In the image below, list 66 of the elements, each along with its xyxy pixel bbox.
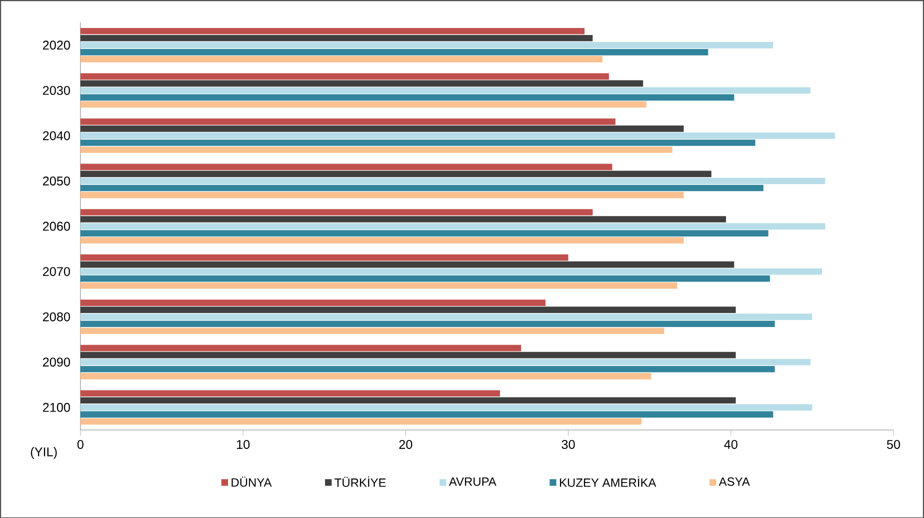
y-axis-title: (YIL): [30, 446, 57, 459]
legend-label: ASYA: [718, 477, 750, 486]
y-tick-label: 2040: [42, 131, 70, 140]
bar: [80, 192, 684, 198]
bar: [80, 80, 644, 86]
y-tick-label: 2070: [42, 266, 70, 276]
x-tick-label: 0: [77, 440, 84, 449]
x-tick-label: 20: [399, 440, 412, 449]
legend-label: KUZEY AMERİKA: [560, 476, 656, 487]
y-tick-label: 2100: [42, 402, 70, 412]
bar: [80, 299, 546, 306]
bar: [80, 139, 756, 146]
bar: [80, 372, 652, 380]
bar: [80, 34, 593, 42]
y-tick-label: 2050: [42, 176, 70, 186]
bar: [80, 72, 609, 80]
bar: [80, 275, 770, 282]
bar: [80, 404, 812, 410]
bar: [80, 396, 736, 404]
bar: [80, 56, 602, 62]
bar: [80, 306, 736, 313]
legend-label: TÜRKİYE: [334, 476, 386, 487]
bar: [80, 208, 593, 216]
bar: [80, 184, 764, 191]
y-tick-label: 2090: [42, 357, 70, 366]
legend-label: DÜNYA: [232, 476, 272, 486]
y-tick-label: 2030: [42, 86, 70, 95]
x-tick-label: 50: [886, 440, 900, 449]
bar: [80, 390, 500, 396]
bar: [80, 48, 708, 56]
bar: [80, 320, 775, 327]
y-tick-label: 2080: [42, 312, 70, 322]
bar: [80, 87, 811, 94]
bar: [80, 230, 768, 236]
x-tick-label: 40: [724, 440, 738, 449]
bar: [80, 164, 612, 170]
bar: [80, 222, 826, 230]
bar: [80, 125, 684, 132]
bar: [80, 28, 585, 34]
bar: [80, 146, 672, 153]
bar: [80, 170, 712, 177]
bar: [80, 178, 826, 184]
bar: [80, 411, 774, 418]
bar: [80, 313, 812, 320]
bar: [80, 42, 774, 48]
bar: [80, 366, 775, 372]
bar: [80, 254, 568, 260]
bar: [80, 358, 811, 366]
bar: [80, 101, 646, 108]
bar: [80, 327, 664, 334]
bar: [80, 236, 684, 244]
bar: [80, 344, 522, 352]
bar: [80, 282, 678, 289]
bar: [80, 216, 726, 222]
y-tick-label: 2020: [42, 40, 70, 50]
bar: [80, 132, 835, 139]
bar: [80, 268, 822, 274]
y-tick-label: 2060: [42, 222, 70, 231]
legend-label: AVRUPA: [448, 477, 496, 486]
bar: [80, 261, 734, 268]
x-tick-label: 10: [236, 440, 250, 449]
bar: [80, 118, 616, 125]
bar: [80, 352, 736, 358]
bar: [80, 418, 642, 424]
bar: [80, 94, 734, 100]
x-tick-label: 30: [562, 440, 575, 449]
